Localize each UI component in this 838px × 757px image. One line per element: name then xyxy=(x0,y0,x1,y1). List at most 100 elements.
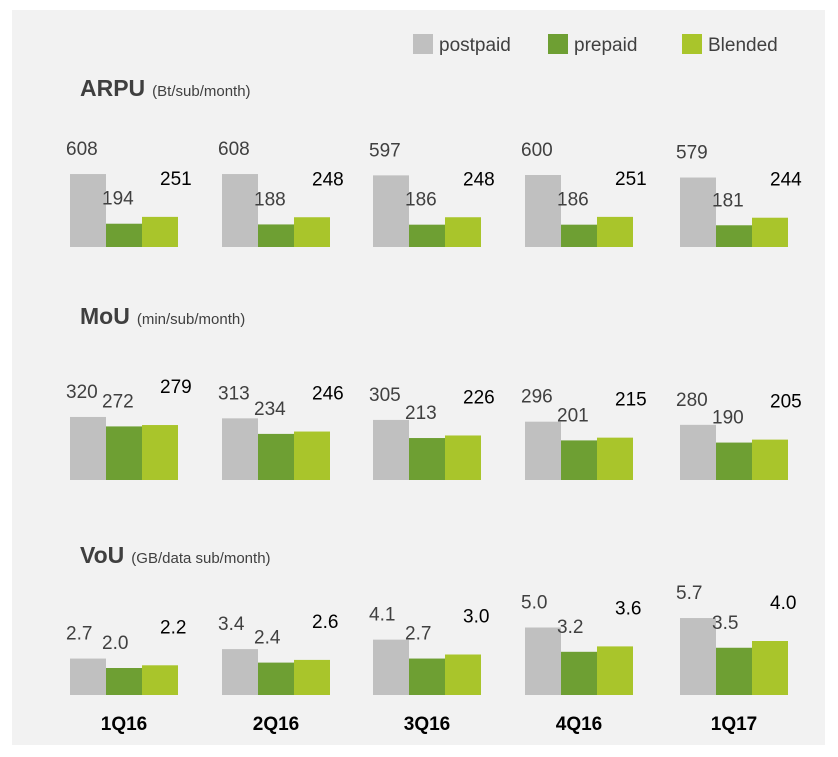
bar xyxy=(70,658,106,695)
data-label: 251 xyxy=(160,169,192,190)
data-label: 201 xyxy=(557,405,589,426)
bar xyxy=(561,651,597,695)
x-tick-label: 4Q16 xyxy=(556,714,602,735)
bar xyxy=(258,433,294,480)
bar xyxy=(294,217,330,247)
bar xyxy=(597,646,633,695)
panel-title: MoU xyxy=(80,303,130,329)
bar xyxy=(373,419,409,480)
bar xyxy=(716,225,752,247)
bar xyxy=(716,647,752,695)
data-label: 280 xyxy=(676,390,708,411)
data-label: 3.6 xyxy=(615,598,641,619)
bar xyxy=(294,659,330,695)
data-label: 251 xyxy=(615,169,647,190)
bar xyxy=(409,658,445,695)
x-tick-label: 1Q16 xyxy=(101,714,147,735)
data-label: 246 xyxy=(312,384,344,405)
panel-subtitle: (min/sub/month) xyxy=(137,311,245,328)
data-label: 186 xyxy=(557,190,589,211)
bar xyxy=(525,627,561,695)
data-label: 597 xyxy=(369,140,401,161)
legend-label: postpaid xyxy=(439,35,511,56)
data-label: 608 xyxy=(66,139,98,160)
data-label: 213 xyxy=(405,403,437,424)
bar xyxy=(106,668,142,695)
bar xyxy=(716,442,752,480)
bar xyxy=(409,438,445,480)
data-label: 190 xyxy=(712,408,744,429)
data-label: 186 xyxy=(405,190,437,211)
bar xyxy=(294,431,330,480)
data-label: 305 xyxy=(369,385,401,406)
legend-label: Blended xyxy=(708,35,778,56)
data-label: 5.0 xyxy=(521,593,547,614)
data-label: 4.1 xyxy=(369,605,395,626)
data-label: 296 xyxy=(521,387,553,408)
data-label: 313 xyxy=(218,383,250,404)
bar xyxy=(373,175,409,247)
data-label: 2.6 xyxy=(312,612,338,633)
bar xyxy=(525,421,561,480)
data-label: 215 xyxy=(615,390,647,411)
panel-subtitle: (GB/data sub/month) xyxy=(131,550,270,567)
bar xyxy=(409,224,445,247)
bar xyxy=(142,665,178,695)
bar xyxy=(258,662,294,695)
data-label: 244 xyxy=(770,170,802,191)
bar xyxy=(142,216,178,247)
data-label: 181 xyxy=(712,190,744,211)
bar xyxy=(752,217,788,247)
bar xyxy=(561,224,597,247)
legend-label: prepaid xyxy=(574,35,637,56)
bar xyxy=(70,174,106,247)
legend-swatch xyxy=(548,34,568,54)
data-label: 248 xyxy=(312,169,344,190)
bar xyxy=(680,618,716,695)
x-tick-label: 2Q16 xyxy=(253,714,299,735)
bar xyxy=(597,437,633,480)
bar xyxy=(752,439,788,480)
data-label: 3.2 xyxy=(557,617,583,638)
bar xyxy=(70,416,106,480)
bar xyxy=(445,654,481,695)
bar xyxy=(373,639,409,695)
data-label: 4.0 xyxy=(770,593,796,614)
data-label: 3.5 xyxy=(712,613,738,634)
data-label: 2.4 xyxy=(254,628,281,649)
bar xyxy=(680,177,716,247)
data-label: 2.7 xyxy=(405,624,431,645)
data-label: 320 xyxy=(66,382,98,403)
bar xyxy=(445,217,481,247)
bar xyxy=(445,435,481,480)
data-label: 2.7 xyxy=(66,624,92,645)
data-label: 205 xyxy=(770,392,802,413)
data-label: 194 xyxy=(102,189,134,210)
data-label: 600 xyxy=(521,140,553,161)
bar xyxy=(680,424,716,480)
data-label: 279 xyxy=(160,377,192,398)
panel-title: VoU xyxy=(80,542,124,568)
bar xyxy=(561,440,597,480)
x-tick-label: 1Q17 xyxy=(711,714,757,735)
data-label: 188 xyxy=(254,189,286,210)
data-label: 3.0 xyxy=(463,607,489,628)
data-label: 2.2 xyxy=(160,617,186,638)
x-tick-label: 3Q16 xyxy=(404,714,450,735)
bar xyxy=(106,223,142,247)
bar xyxy=(222,649,258,695)
panel-title: ARPU xyxy=(80,75,145,101)
legend-swatch xyxy=(413,34,433,54)
panel-subtitle: (Bt/sub/month) xyxy=(152,83,250,100)
bar xyxy=(752,641,788,695)
data-label: 608 xyxy=(218,139,250,160)
data-label: 3.4 xyxy=(218,614,245,635)
data-label: 2.0 xyxy=(102,633,128,654)
legend-swatch xyxy=(682,34,702,54)
data-label: 5.7 xyxy=(676,583,702,604)
bar xyxy=(142,425,178,480)
bar xyxy=(222,174,258,247)
data-label: 579 xyxy=(676,143,708,164)
bar xyxy=(258,224,294,247)
